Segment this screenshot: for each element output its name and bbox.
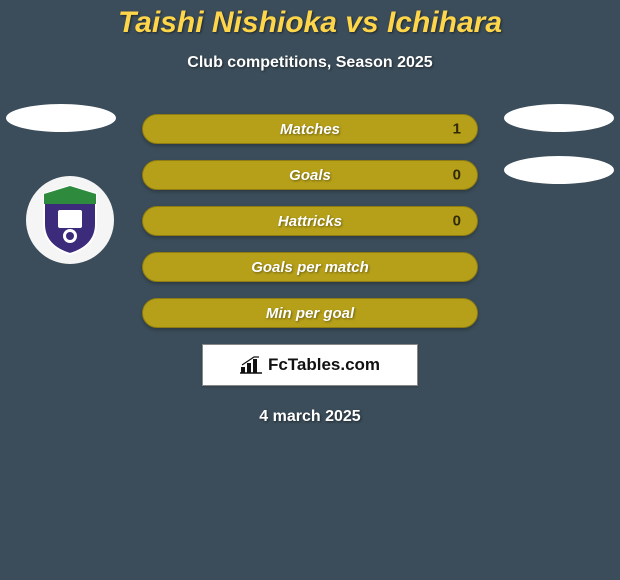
page-subtitle: Club competitions, Season 2025 bbox=[0, 54, 620, 72]
stat-value: 0 bbox=[453, 213, 461, 230]
stats-comparison-card: Taishi Nishioka vs Ichihara Club competi… bbox=[0, 0, 620, 580]
page-title: Taishi Nishioka vs Ichihara bbox=[0, 0, 620, 40]
stat-bar-matches: Matches 1 bbox=[142, 114, 478, 144]
stat-value: 1 bbox=[453, 121, 461, 138]
opponent-avatar-placeholder-2 bbox=[504, 156, 614, 184]
bar-chart-icon bbox=[240, 356, 262, 374]
stat-bars: Matches 1 Goals 0 Hattricks 0 Goals per … bbox=[142, 114, 478, 328]
stat-bar-min-per-goal: Min per goal bbox=[142, 298, 478, 328]
club-badge-left bbox=[26, 176, 114, 264]
opponent-avatar-placeholder-1 bbox=[504, 104, 614, 132]
stat-label: Hattricks bbox=[278, 213, 342, 230]
stat-bar-goals-per-match: Goals per match bbox=[142, 252, 478, 282]
stat-label: Goals per match bbox=[251, 259, 369, 276]
stat-bar-goals: Goals 0 bbox=[142, 160, 478, 190]
brand-label: FcTables.com bbox=[268, 355, 380, 375]
stat-bar-hattricks: Hattricks 0 bbox=[142, 206, 478, 236]
club-crest-icon bbox=[40, 184, 100, 256]
stat-label: Matches bbox=[280, 121, 340, 138]
stat-label: Goals bbox=[289, 167, 331, 184]
stat-value: 0 bbox=[453, 167, 461, 184]
footer-date: 4 march 2025 bbox=[0, 408, 620, 426]
stats-area: Matches 1 Goals 0 Hattricks 0 Goals per … bbox=[0, 114, 620, 426]
brand-attribution[interactable]: FcTables.com bbox=[202, 344, 418, 386]
stat-label: Min per goal bbox=[266, 305, 354, 322]
player-avatar-placeholder-1 bbox=[6, 104, 116, 132]
